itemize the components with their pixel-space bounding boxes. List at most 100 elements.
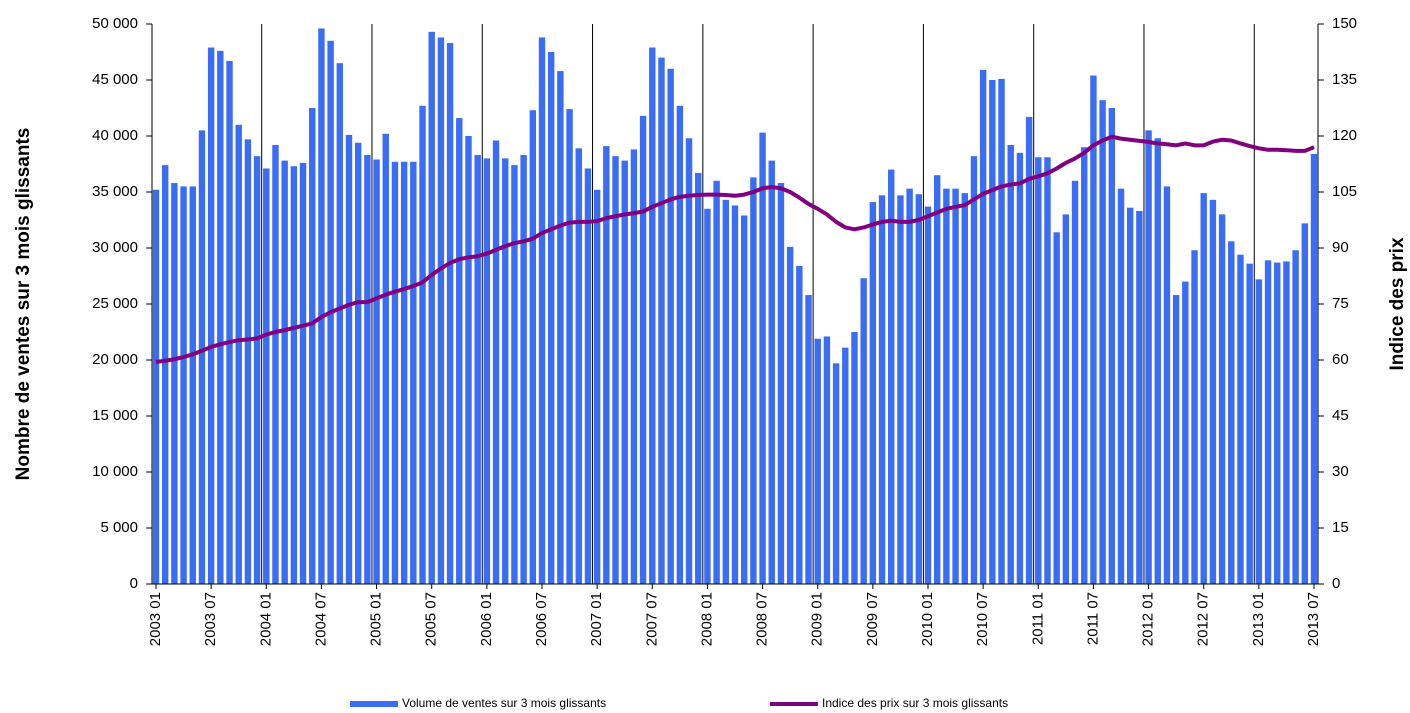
bar xyxy=(906,188,913,584)
bar xyxy=(1237,254,1244,584)
bar xyxy=(382,133,389,584)
y-tick-label: 0 xyxy=(130,575,138,592)
legend-swatch xyxy=(350,701,398,707)
bar xyxy=(272,144,279,584)
bar xyxy=(318,28,325,585)
y2-tick-label: 30 xyxy=(1332,463,1349,480)
x-tick-label: 2011 01 xyxy=(1029,592,1046,645)
bar xyxy=(1218,214,1226,584)
bar xyxy=(557,71,564,585)
line xyxy=(155,134,1315,364)
y-tick-label: 35 000 xyxy=(92,183,138,200)
x-tick-label: 2012 07 xyxy=(1195,592,1212,646)
bar xyxy=(446,43,454,585)
x-tick-label: 2004 01 xyxy=(257,592,274,646)
y-tick-label: 50 000 xyxy=(92,15,138,32)
bar xyxy=(1283,261,1290,584)
y-tick-label: 10 000 xyxy=(92,463,138,480)
bar xyxy=(483,158,491,584)
bar xyxy=(391,161,399,584)
bar xyxy=(943,188,950,584)
bar xyxy=(1007,144,1014,584)
bar xyxy=(373,159,380,584)
bar xyxy=(1108,108,1116,584)
bar xyxy=(695,172,702,584)
bar xyxy=(1016,152,1024,585)
bar xyxy=(713,180,720,585)
x-tick-label: 2013 01 xyxy=(1250,592,1267,646)
bar xyxy=(410,161,417,584)
bar xyxy=(1301,223,1309,585)
bar xyxy=(1099,100,1106,584)
bar xyxy=(860,278,867,584)
bar xyxy=(878,195,886,585)
bar xyxy=(897,195,904,585)
bar xyxy=(299,162,307,584)
bar xyxy=(603,146,610,584)
bar xyxy=(263,168,270,585)
x-tick-label: 2005 07 xyxy=(423,592,440,646)
bar xyxy=(474,155,481,585)
bar xyxy=(649,47,656,584)
bar xyxy=(979,69,987,585)
bar xyxy=(575,148,582,584)
bar xyxy=(1126,207,1134,584)
y2-tick-label: 0 xyxy=(1332,575,1340,592)
bar xyxy=(520,155,527,585)
bar xyxy=(566,109,573,585)
bar xyxy=(989,80,996,584)
bar xyxy=(1044,157,1051,584)
y-tick-label: 5 000 xyxy=(100,519,138,536)
bar xyxy=(529,110,537,585)
bar xyxy=(1264,260,1272,584)
x-tick-label: 2010 01 xyxy=(919,592,936,646)
bar xyxy=(639,115,647,584)
bar xyxy=(152,189,160,584)
bar xyxy=(1053,232,1060,584)
x-tick-label: 2008 07 xyxy=(754,592,771,646)
bar xyxy=(593,189,601,584)
x-tick-label: 2005 01 xyxy=(368,592,385,646)
bar xyxy=(621,160,628,584)
bar xyxy=(1228,241,1235,584)
bar xyxy=(345,134,353,584)
bar xyxy=(915,194,923,585)
y2-tick-label: 75 xyxy=(1332,295,1349,312)
bar xyxy=(1191,250,1198,585)
bar xyxy=(630,149,638,584)
bar xyxy=(1292,250,1299,585)
bar xyxy=(189,186,196,584)
bar xyxy=(759,132,766,584)
bar xyxy=(704,208,711,585)
y2-tick-label: 60 xyxy=(1332,351,1349,368)
y-tick-label: 20 000 xyxy=(92,351,138,368)
x-tick-label: 2007 01 xyxy=(588,592,605,646)
bar xyxy=(354,142,362,584)
bar xyxy=(777,183,785,585)
bar xyxy=(1145,130,1152,584)
bar xyxy=(253,156,261,584)
bar xyxy=(722,199,730,584)
bar xyxy=(336,63,344,584)
bar xyxy=(161,165,169,584)
y2-tick-label: 135 xyxy=(1332,71,1357,88)
bar xyxy=(364,155,371,585)
bar xyxy=(667,68,674,585)
bar xyxy=(768,160,775,584)
bar xyxy=(658,57,665,585)
y-axis-title: Nombre de ventes sur 3 mois glissants xyxy=(13,128,34,481)
y2-tick-label: 15 xyxy=(1332,519,1349,536)
bar xyxy=(924,206,932,584)
bar xyxy=(217,50,224,584)
bar xyxy=(676,105,684,584)
bar xyxy=(1246,263,1253,584)
x-tick-label: 2003 01 xyxy=(147,592,164,646)
bar xyxy=(1200,193,1207,584)
y-tick-label: 40 000 xyxy=(92,127,138,144)
bar xyxy=(492,140,500,585)
bar xyxy=(952,188,959,584)
x-tick-label: 2013 07 xyxy=(1305,592,1322,646)
bar xyxy=(1274,262,1281,584)
bar xyxy=(805,295,812,584)
